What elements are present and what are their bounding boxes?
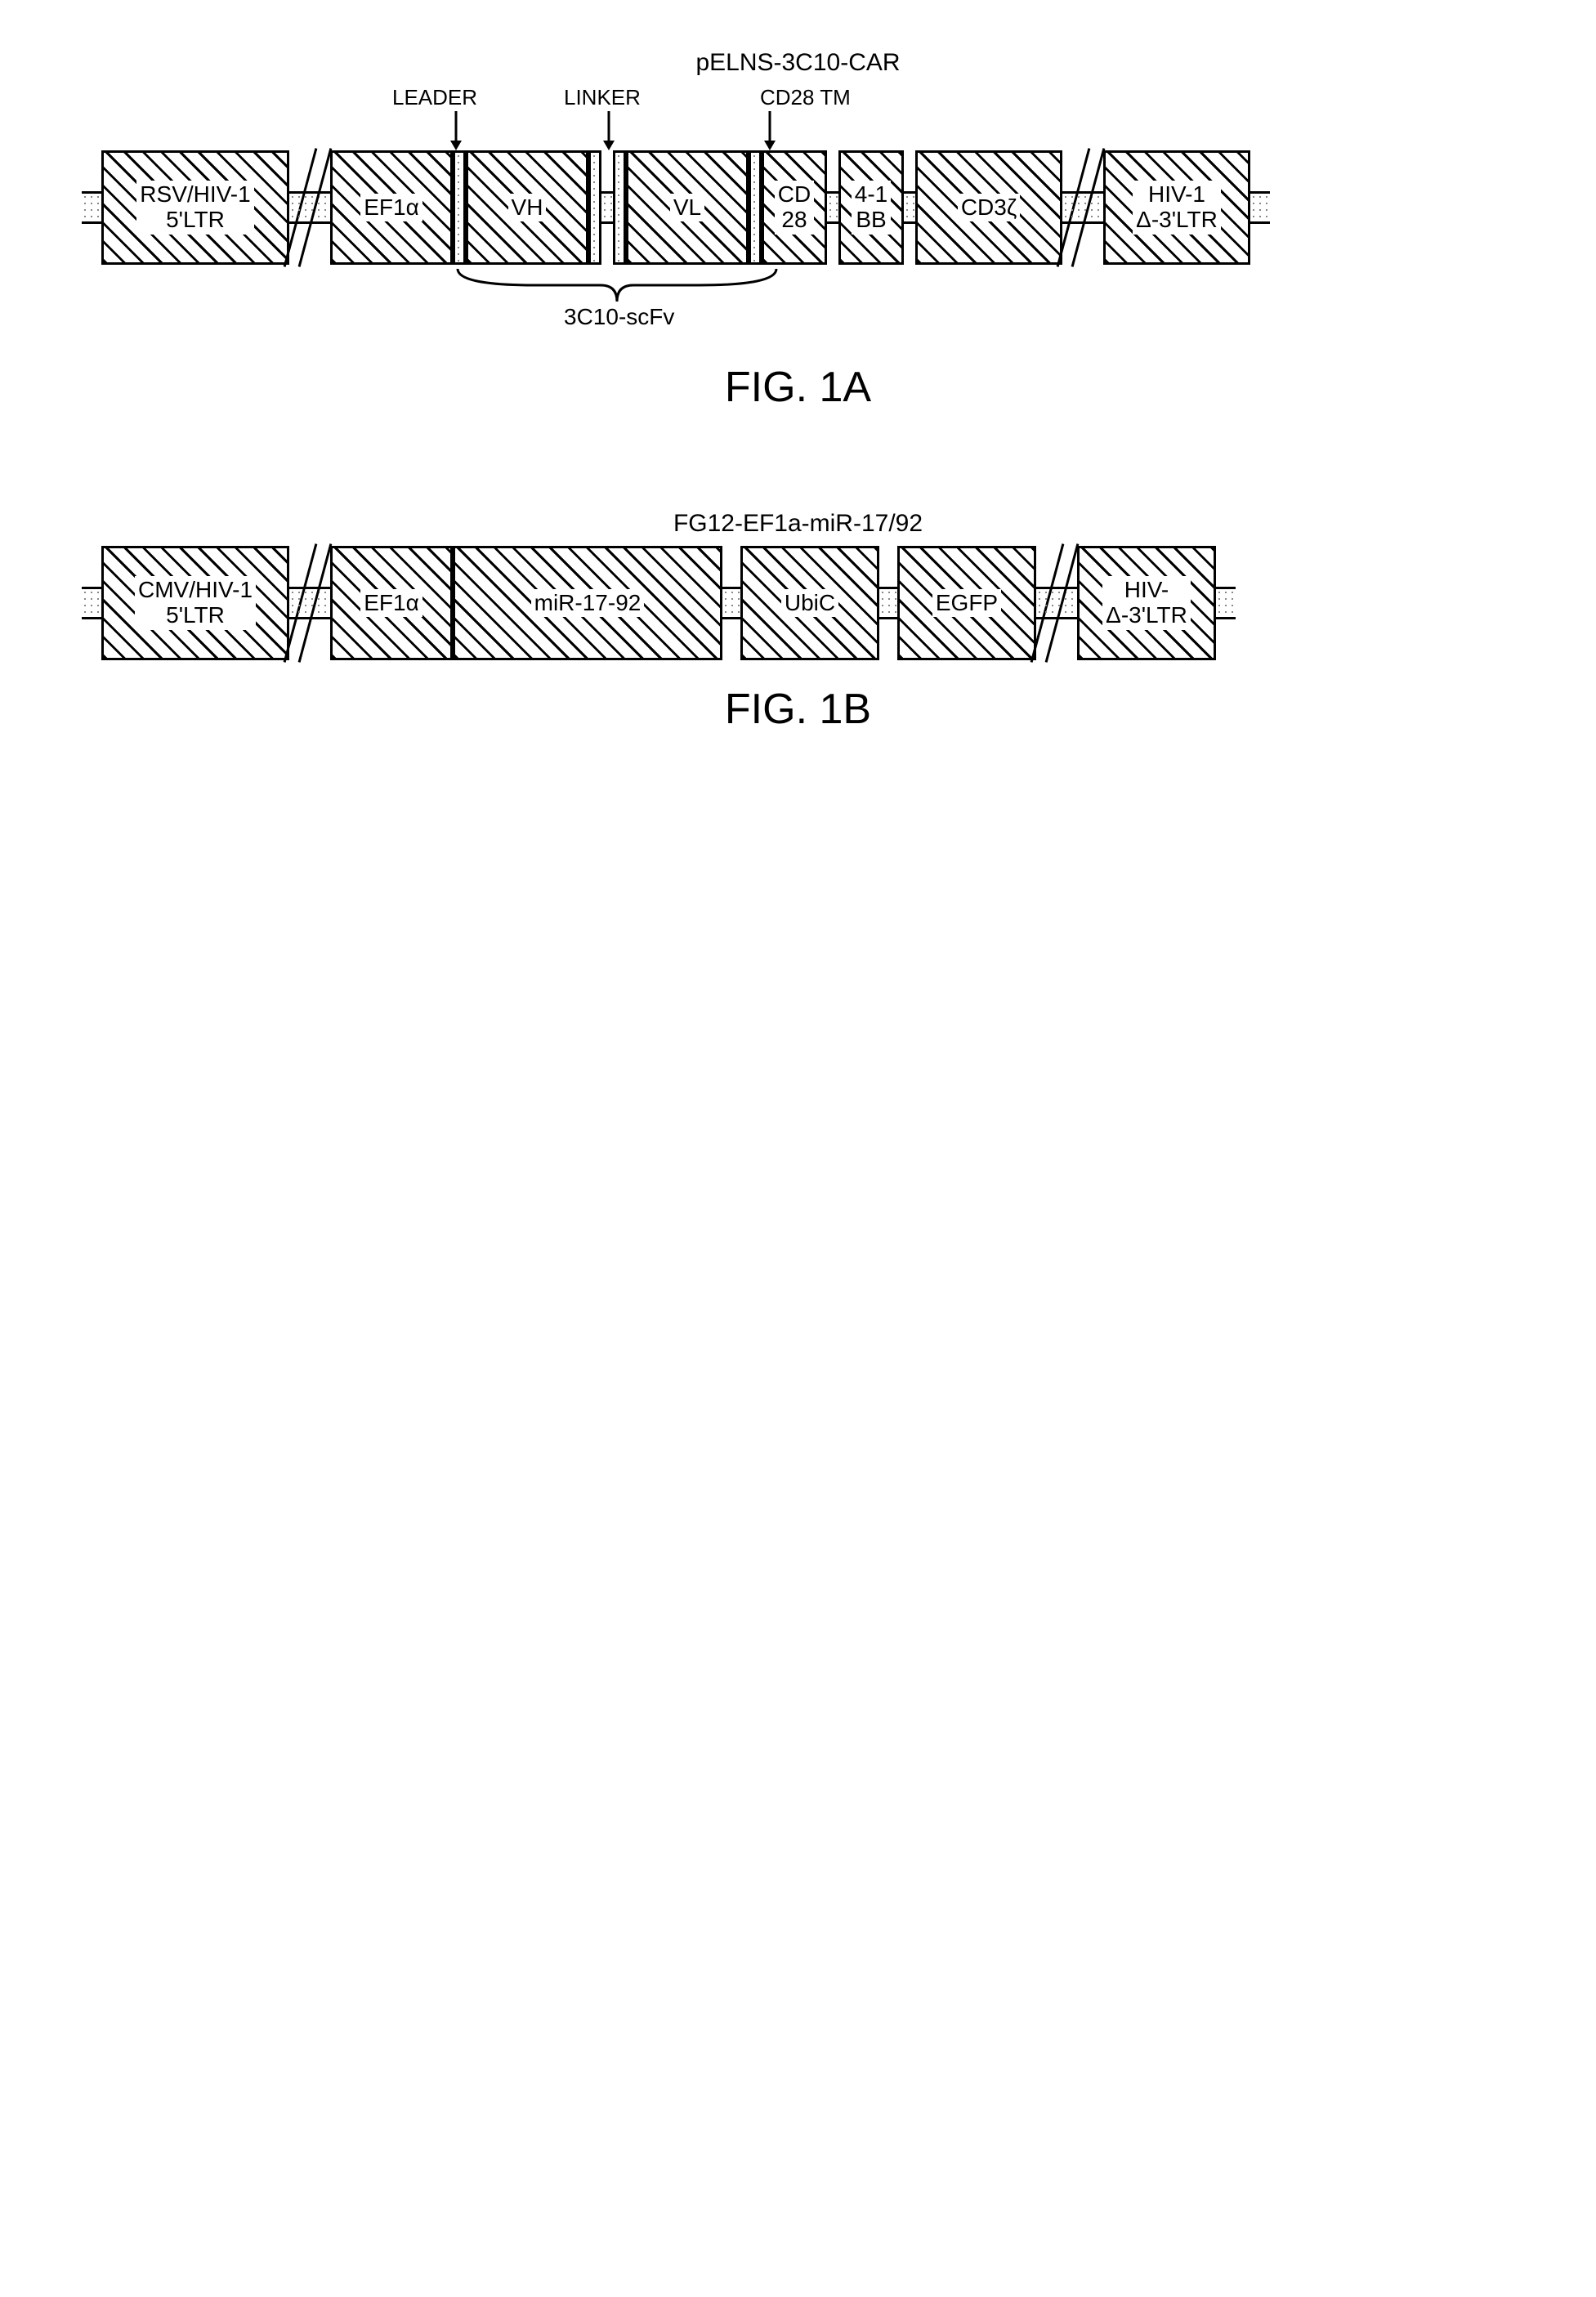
block-ltr3: HIV-1 Δ-3'LTR: [1103, 150, 1250, 265]
block-vl: VL: [626, 150, 749, 265]
block-cd28: CD 28: [762, 150, 827, 265]
block-b-ltr5: CMV/HIV-1 5'LTR: [101, 546, 289, 660]
block-b-egfp: EGFP: [897, 546, 1036, 660]
figure-b: FG12-EF1a-miR-17/92 CMV/HIV-1 5'LTR EF1α…: [82, 510, 1514, 734]
figure-a: pELNS-3C10-CAR LEADER LINKER CD28 TM RSV…: [82, 49, 1514, 412]
fig-b-title: FG12-EF1a-miR-17/92: [82, 510, 1514, 538]
ann-cd28tm: CD28 TM: [760, 85, 851, 110]
fig-a-caption: FIG. 1A: [82, 363, 1514, 412]
end-spacer-right-b: [1216, 587, 1236, 619]
block-b-ubic: UbiC: [740, 546, 879, 660]
block-bb: 4-1 BB: [838, 150, 904, 265]
fig-b-caption: FIG. 1B: [82, 685, 1514, 734]
block-b-ef1a-label: EF1α: [360, 589, 422, 618]
arrow-linker: [601, 111, 617, 152]
fig-a-annotations: LEADER LINKER CD28 TM: [82, 85, 1514, 150]
arrow-cd28tm: [762, 111, 778, 152]
block-vh-label: VH: [508, 194, 547, 222]
block-ltr5-label: RSV/HIV-1 5'LTR: [136, 181, 253, 235]
fig-b-construct: CMV/HIV-1 5'LTR EF1α miR-17-92 UbiC EGFP: [82, 546, 1514, 660]
ann-leader: LEADER: [392, 85, 477, 110]
block-b-ubic-label: UbiC: [781, 589, 838, 618]
block-b-egfp-label: EGFP: [932, 589, 1001, 618]
gap-break-b2: [1036, 546, 1077, 660]
block-b-ltr5-label: CMV/HIV-1 5'LTR: [135, 576, 256, 630]
block-ltr3-label: HIV-1 Δ-3'LTR: [1133, 181, 1221, 235]
brace-icon: [454, 265, 780, 310]
gap-break-b1: [289, 546, 330, 660]
spacer-mid-1: [601, 191, 613, 224]
block-leader: [453, 150, 466, 265]
end-spacer-left: [82, 191, 101, 224]
spacer-mid-2: [827, 191, 838, 224]
gap-break-1: [289, 150, 330, 265]
block-cd3z-label: CD3ζ: [958, 194, 1020, 222]
end-spacer-left-b: [82, 587, 101, 619]
spacer-b-2: [879, 587, 897, 619]
block-b-ltr3-label: HIV- Δ-3'LTR: [1102, 576, 1191, 630]
block-b-ltr3: HIV- Δ-3'LTR: [1077, 546, 1216, 660]
block-b-mir: miR-17-92: [453, 546, 722, 660]
spacer-b-1: [722, 587, 740, 619]
block-linker-narrow: [588, 150, 601, 265]
gap-break-2: [1062, 150, 1103, 265]
block-cd28tm-narrow: [749, 150, 762, 265]
block-cd3z: CD3ζ: [915, 150, 1062, 265]
ann-linker: LINKER: [564, 85, 641, 110]
block-cd28-label: CD 28: [775, 181, 814, 235]
arrow-leader: [448, 111, 464, 152]
block-ef1a-label: EF1α: [360, 194, 422, 222]
block-vl-label: VL: [670, 194, 704, 222]
fig-a-brace-row: 3C10-scFv: [82, 265, 1514, 338]
block-b-mir-label: miR-17-92: [531, 589, 645, 618]
fig-a-title: pELNS-3C10-CAR: [82, 49, 1514, 77]
block-linker-narrow-2: [613, 150, 626, 265]
block-ef1a: EF1α: [330, 150, 453, 265]
block-ltr5: RSV/HIV-1 5'LTR: [101, 150, 289, 265]
block-bb-label: 4-1 BB: [852, 181, 891, 235]
spacer-mid-3: [904, 191, 915, 224]
block-vh: VH: [466, 150, 588, 265]
block-b-ef1a: EF1α: [330, 546, 453, 660]
brace-label: 3C10-scFv: [564, 304, 674, 330]
end-spacer-right: [1250, 191, 1270, 224]
fig-a-construct: RSV/HIV-1 5'LTR EF1α VH: [82, 150, 1514, 265]
